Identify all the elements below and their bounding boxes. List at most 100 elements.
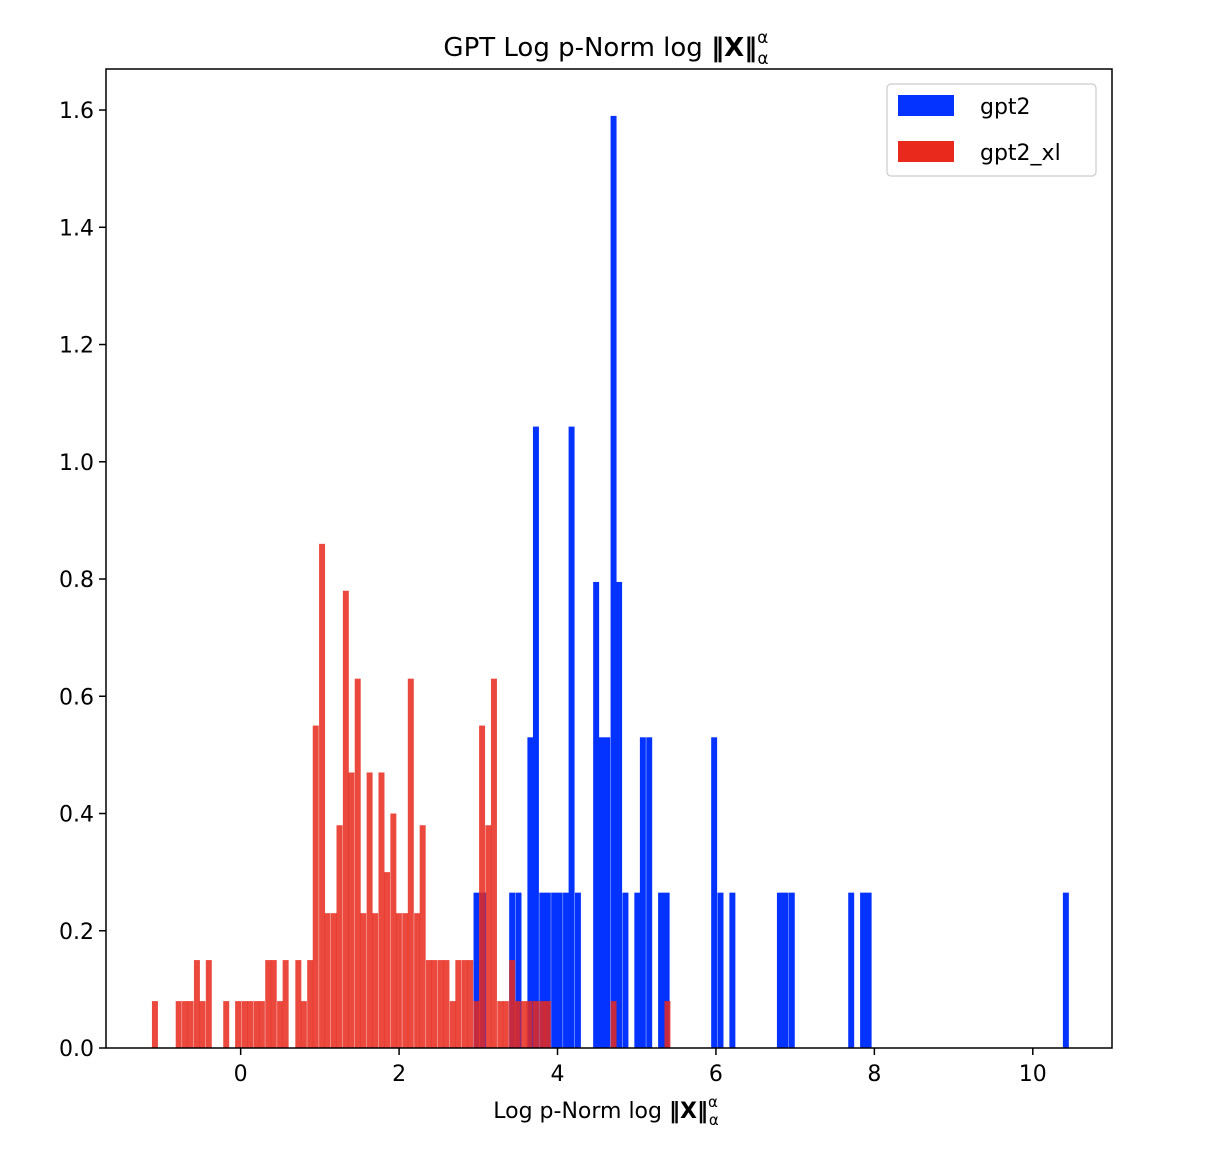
bar-gpt2-xl xyxy=(610,1001,617,1048)
bar-gpt2-xl xyxy=(372,913,379,1048)
bar-gpt2 xyxy=(782,892,789,1048)
x-tick-label: 0 xyxy=(234,1062,248,1087)
bar-gpt2-xl xyxy=(521,1001,528,1048)
series-gpt2 xyxy=(473,115,1069,1049)
bar-gpt2 xyxy=(663,892,670,1048)
bar-gpt2 xyxy=(848,892,855,1048)
legend-swatch-gpt2-xl xyxy=(898,141,954,162)
bar-gpt2-xl xyxy=(282,960,289,1048)
x-tick-label: 4 xyxy=(551,1062,565,1087)
legend: gpt2 gpt2_xl xyxy=(886,83,1097,177)
bar-gpt2-xl xyxy=(419,825,426,1048)
bar-gpt2 xyxy=(539,892,546,1048)
chart-title-sup: α xyxy=(757,28,768,48)
bar-gpt2-xl xyxy=(443,960,450,1048)
y-tick-label: 0.4 xyxy=(59,803,94,828)
x-axis-label-main: Log p-Norm log xyxy=(493,1099,669,1124)
bar-gpt2 xyxy=(622,892,629,1048)
bar-gpt2 xyxy=(865,892,872,1048)
bar-gpt2 xyxy=(593,581,600,1048)
bar-gpt2-xl xyxy=(407,678,414,1048)
bar-gpt2-xl xyxy=(270,960,277,1048)
bar-gpt2-xl xyxy=(223,1001,230,1048)
bar-gpt2-xl xyxy=(342,590,349,1048)
bar-gpt2-xl xyxy=(390,813,397,1048)
bar-gpt2-xl xyxy=(265,960,272,1048)
bar-gpt2 xyxy=(788,892,795,1048)
chart-title-norm: ‖X‖ xyxy=(711,33,757,63)
bar-gpt2-xl xyxy=(395,913,402,1048)
bar-gpt2-xl xyxy=(205,960,212,1048)
bar-gpt2-xl xyxy=(235,1001,242,1048)
bar-gpt2 xyxy=(515,892,522,1048)
bar-gpt2-xl xyxy=(473,1001,480,1048)
bar-gpt2 xyxy=(551,892,558,1048)
bar-gpt2-xl xyxy=(193,960,200,1048)
series-gpt2-xl xyxy=(151,543,671,1048)
bar-gpt2 xyxy=(634,892,641,1048)
bar-gpt2-xl xyxy=(509,960,516,1048)
legend-label-gpt2-xl: gpt2_xl xyxy=(980,141,1061,166)
x-axis: 0 2 4 6 8 10 xyxy=(234,1048,1047,1087)
y-tick-label: 1.0 xyxy=(59,451,94,476)
bar-gpt2-xl xyxy=(384,872,391,1048)
bar-gpt2-xl xyxy=(455,960,462,1048)
bar-gpt2 xyxy=(532,426,539,1049)
legend-label-gpt2: gpt2 xyxy=(980,95,1031,120)
bar-gpt2 xyxy=(639,737,646,1048)
bar-gpt2-xl xyxy=(431,960,438,1048)
bar-gpt2-xl xyxy=(187,1001,194,1048)
bar-gpt2 xyxy=(711,737,718,1048)
bar-gpt2-xl xyxy=(490,678,497,1048)
y-tick-label: 1.4 xyxy=(59,216,94,241)
bar-gpt2-xl xyxy=(300,1001,307,1048)
axes-frame xyxy=(105,68,1113,1049)
bar-gpt2-xl xyxy=(354,678,361,1048)
bar-gpt2-xl xyxy=(175,1001,182,1048)
bar-gpt2-xl xyxy=(324,913,331,1048)
chart-title: GPT Log p-Norm log ‖X‖α α xyxy=(443,28,768,69)
y-tick-label: 0.6 xyxy=(59,685,94,710)
bar-gpt2-xl xyxy=(307,960,314,1048)
bar-gpt2-xl xyxy=(253,1001,260,1048)
bar-gpt2-xl xyxy=(479,725,486,1048)
bar-gpt2-xl xyxy=(514,1001,521,1048)
bar-gpt2-xl xyxy=(247,1001,253,1048)
bar-gpt2 xyxy=(527,737,534,1048)
legend-swatch-gpt2 xyxy=(898,95,954,116)
chart-title-sub: α xyxy=(757,49,768,69)
y-tick-label: 0.2 xyxy=(59,920,94,945)
bar-gpt2 xyxy=(563,892,570,1048)
bar-gpt2-xl xyxy=(461,960,468,1048)
bar-gpt2-xl xyxy=(402,913,409,1048)
bar-gpt2-xl xyxy=(378,772,385,1048)
bar-gpt2-xl xyxy=(151,1001,158,1048)
bar-gpt2-xl xyxy=(502,1001,509,1048)
y-tick-label: 1.2 xyxy=(59,334,94,359)
bar-gpt2 xyxy=(574,892,581,1048)
bar-gpt2-xl xyxy=(485,825,492,1048)
bar-gpt2 xyxy=(544,892,551,1048)
x-tick-label: 2 xyxy=(392,1062,406,1087)
x-axis-label-sub: α xyxy=(709,1111,719,1129)
bar-gpt2-xl xyxy=(277,1001,284,1048)
bar-gpt2 xyxy=(568,426,575,1049)
bar-gpt2-xl xyxy=(539,1001,546,1048)
bar-gpt2 xyxy=(717,892,724,1048)
bar-gpt2-xl xyxy=(336,825,343,1048)
bar-gpt2-xl xyxy=(497,1001,504,1048)
bar-gpt2-xl xyxy=(544,1001,551,1048)
bar-gpt2-xl xyxy=(348,772,355,1048)
y-tick-label: 1.6 xyxy=(59,99,94,124)
bar-gpt2 xyxy=(729,892,736,1048)
bar-gpt2-xl xyxy=(664,1001,671,1048)
bar-gpt2-xl xyxy=(330,913,337,1048)
x-axis-label-sup: α xyxy=(708,1093,718,1111)
x-tick-label: 8 xyxy=(867,1062,881,1087)
bar-gpt2 xyxy=(610,115,617,1048)
x-axis-label-norm: ‖X‖ xyxy=(669,1099,708,1124)
bar-gpt2-xl xyxy=(199,1001,206,1048)
bar-gpt2-xl xyxy=(449,1001,456,1048)
bar-gpt2-xl xyxy=(241,1001,248,1048)
